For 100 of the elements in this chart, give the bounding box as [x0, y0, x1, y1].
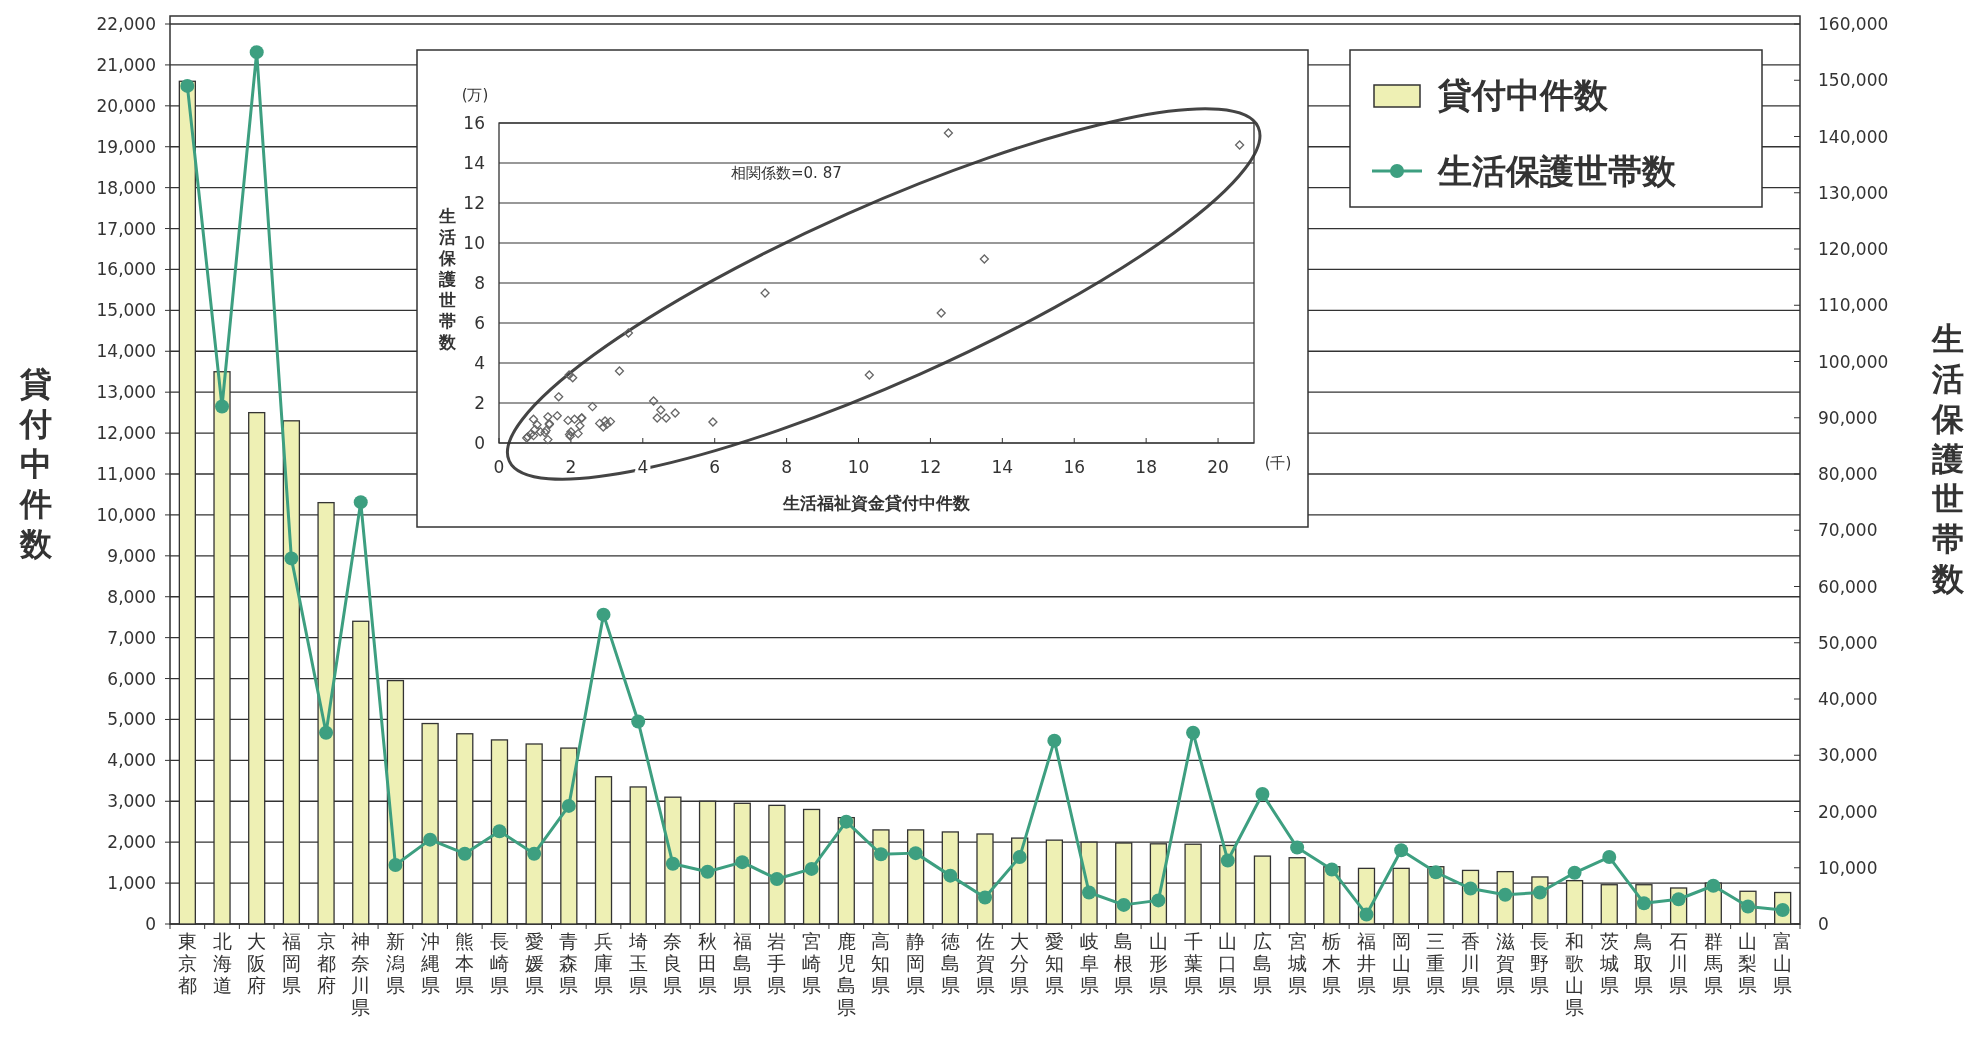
y2-tick-label: 90,000: [1818, 407, 1878, 428]
y-tick-label: 14: [463, 153, 485, 173]
x-tick-label: 三重県: [1426, 930, 1446, 996]
point: [423, 832, 438, 847]
annotation: (万): [461, 86, 489, 104]
x-tick-label: 14: [991, 457, 1014, 477]
point: [1116, 897, 1131, 912]
x-tick-label: 香川県: [1461, 930, 1481, 996]
x-tick-label: 18: [1135, 457, 1157, 477]
y2-tick-label: 120,000: [1818, 239, 1889, 259]
point: [492, 824, 507, 839]
point: [388, 857, 403, 872]
x-tick-label: 山梨県: [1738, 930, 1758, 996]
y-tick-label: 16: [463, 113, 485, 133]
point: [670, 408, 680, 418]
point: [631, 714, 646, 729]
x-tick-label: 長崎県: [489, 930, 509, 996]
point: [1324, 862, 1339, 877]
point: [602, 419, 612, 430]
point: [595, 418, 605, 429]
y-axis-title: 貸付中件数: [18, 365, 53, 563]
point: [908, 846, 923, 861]
y-tick-label: 3,000: [107, 791, 156, 812]
x-tick-label: 高知県: [871, 930, 891, 996]
x-tick-label: 山口県: [1218, 930, 1238, 996]
y2-tick-label: 40,000: [1818, 689, 1878, 709]
x-tick-label: 愛知県: [1044, 930, 1064, 996]
point: [600, 416, 610, 426]
y-tick-label: 10: [463, 233, 485, 253]
point: [532, 420, 542, 430]
legend-label: 貸付中件数: [1437, 75, 1609, 115]
x-tick-label: 宮城県: [1286, 930, 1307, 996]
x-tick-label: 鹿児島県: [836, 930, 856, 1018]
x-tick-label: 埼玉県: [627, 930, 648, 996]
x-tick-label: 京都府: [316, 930, 336, 996]
y2-tick-label: 100,000: [1818, 351, 1889, 372]
point: [528, 414, 539, 424]
y-tick-label: 0: [474, 433, 485, 453]
y2-tick-label: 10,000: [1818, 857, 1878, 878]
x-tick-label: 0: [493, 457, 505, 477]
point: [656, 405, 666, 415]
point: [735, 855, 750, 870]
point: [804, 861, 819, 876]
point: [1394, 843, 1409, 858]
y-tick-label: 19,000: [96, 136, 156, 157]
point: [614, 366, 625, 376]
point: [554, 392, 564, 402]
y2-tick-label: 80,000: [1818, 464, 1878, 484]
point: [605, 416, 616, 427]
x-tick-label: 秋田県: [698, 930, 718, 996]
y-tick-label: 7,000: [107, 627, 156, 648]
x-tick-label: 岩手県: [767, 930, 787, 996]
x-tick-label: 岡山県: [1391, 930, 1411, 996]
y-tick-label: 12: [463, 193, 485, 213]
x-tick-label: 茨城県: [1598, 930, 1619, 996]
x-tick-label: 福島県: [732, 930, 752, 996]
x-tick-label: 島根県: [1114, 930, 1134, 996]
x-tick-label: 20: [1207, 457, 1229, 477]
x-tick-label: 北海道: [212, 930, 232, 996]
y-tick-label: 22,000: [96, 14, 156, 34]
y-tick-label: 12,000: [96, 423, 156, 444]
y-tick-label: 4: [474, 353, 485, 373]
point: [700, 864, 715, 879]
y-axis-title: 生活保護世帯数: [437, 206, 457, 352]
y-tick-label: 9,000: [107, 545, 156, 566]
point: [563, 415, 573, 426]
point: [543, 412, 553, 422]
point: [284, 551, 299, 566]
x-tick-label: 和歌山県: [1565, 930, 1585, 1018]
point: [527, 846, 542, 861]
x-tick-label: 8: [781, 457, 793, 477]
y-tick-label: 17,000: [96, 218, 156, 239]
x-tick-label: 奈良県: [663, 930, 683, 996]
point: [575, 421, 585, 431]
annotation: (千): [1264, 454, 1292, 472]
x-tick-label: 静岡県: [906, 930, 926, 996]
point: [1428, 865, 1443, 880]
x-tick-label: 群馬県: [1702, 930, 1723, 996]
point: [1234, 140, 1245, 150]
point: [943, 868, 958, 883]
y-tick-label: 0: [145, 914, 156, 934]
y-tick-label: 6: [474, 313, 485, 333]
point: [569, 414, 580, 424]
annotation: 相関係数=0. 87: [731, 164, 842, 182]
point: [1567, 865, 1582, 880]
y-tick-label: 8,000: [107, 586, 156, 607]
y-tick-label: 2,000: [107, 832, 156, 853]
point: [561, 798, 576, 813]
point: [543, 434, 553, 445]
x-tick-label: 東京都: [177, 930, 197, 996]
y-tick-label: 11,000: [96, 464, 156, 484]
x-tick-label: 兵庫県: [594, 930, 614, 996]
point: [623, 328, 634, 338]
point: [769, 872, 784, 886]
point: [535, 427, 545, 437]
y2-tick-label: 140,000: [1818, 126, 1889, 147]
x-tick-label: 青森県: [559, 930, 579, 996]
y2-tick-label: 30,000: [1818, 745, 1878, 766]
y2-tick-label: 60,000: [1818, 576, 1878, 597]
x-tick-label: 6: [709, 457, 721, 477]
